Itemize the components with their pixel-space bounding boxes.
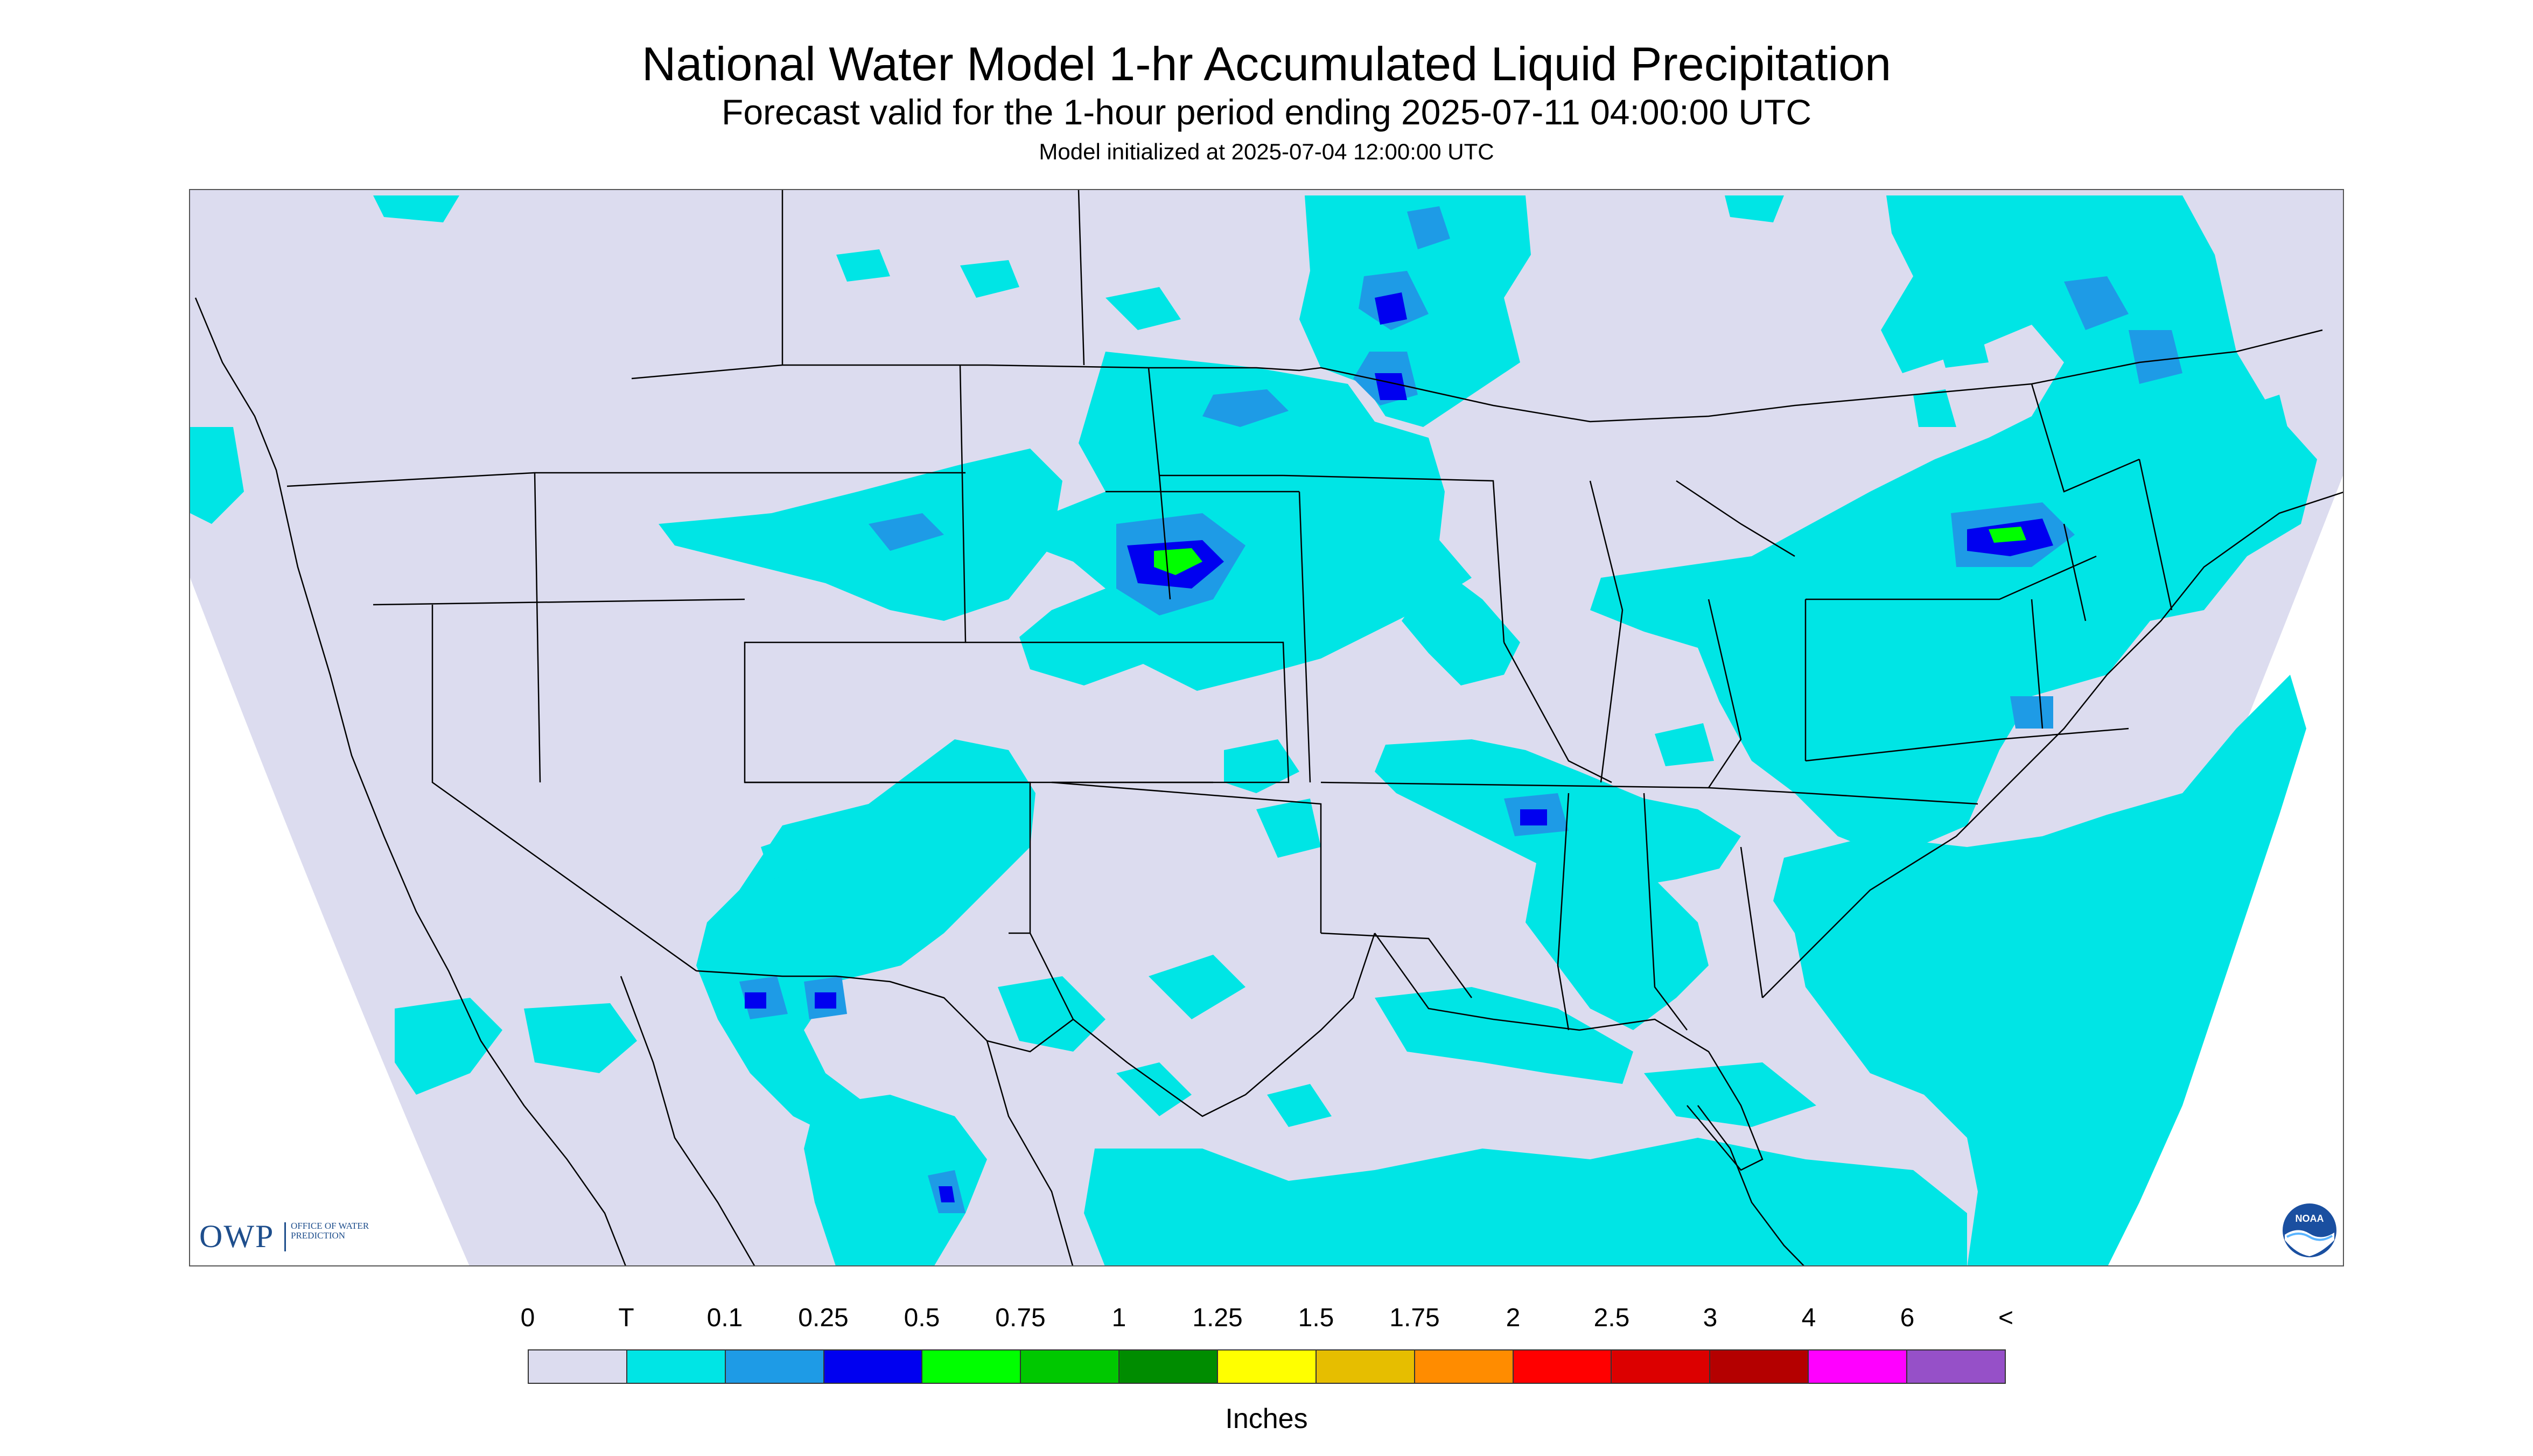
owp-logo-subtext: OFFICE OF WATER PREDICTION: [291, 1221, 369, 1241]
legend-tick-label: 2.5: [1593, 1304, 1630, 1332]
legend-tick-label: 0.5: [904, 1304, 940, 1332]
legend-tick-label: T: [618, 1304, 634, 1332]
legend-swatch: [1021, 1350, 1120, 1383]
noaa-logo-text: NOAA: [2296, 1213, 2324, 1224]
noaa-logo: NOAA: [2282, 1202, 2338, 1258]
legend-swatch: [1513, 1350, 1612, 1383]
map-subtitle: Forecast valid for the 1-hour period end…: [722, 92, 1811, 132]
legend-tick-label: 1: [1111, 1304, 1126, 1332]
outside-domain-east: [2021, 475, 2343, 1265]
legend-swatch: [824, 1350, 923, 1383]
legend-swatch: [922, 1350, 1021, 1383]
legend-tick-label: 0.75: [995, 1304, 1046, 1332]
legend-tick-label: <: [1998, 1304, 2014, 1332]
legend-swatch: [1612, 1350, 1711, 1383]
legend-swatch: [1809, 1350, 1908, 1383]
legend-swatch: [529, 1350, 627, 1383]
coastline: [194, 297, 1804, 1265]
owp-logo-text: OWP: [199, 1219, 275, 1254]
legend-units: Inches: [1225, 1403, 1308, 1434]
legend-swatch: [1119, 1350, 1219, 1383]
map-title: National Water Model 1-hr Accumulated Li…: [641, 37, 1892, 90]
legend-swatch: [1907, 1350, 2005, 1383]
legend-tick-label: 0.25: [798, 1304, 849, 1332]
precipitation-map: [189, 189, 2344, 1266]
outside-domain-west: [190, 578, 470, 1265]
legend-tick-label: 0: [520, 1304, 535, 1332]
legend-swatch: [1710, 1350, 1809, 1383]
legend-tick-label: 1.5: [1298, 1304, 1334, 1332]
owp-logo-divider: [284, 1222, 286, 1251]
legend-tick-label: 3: [1703, 1304, 1718, 1332]
legend-tick-label: 2: [1506, 1304, 1521, 1332]
legend-tick-label: 0.1: [706, 1304, 743, 1332]
legend-tick-label: 6: [1900, 1304, 1915, 1332]
model-init-label: Model initialized at 2025-07-04 12:00:00…: [1039, 139, 1494, 164]
legend-swatch: [1218, 1350, 1317, 1383]
legend-tick-label: 1.25: [1192, 1304, 1243, 1332]
legend-tick-label: 4: [1801, 1304, 1816, 1332]
legend-swatch: [725, 1350, 824, 1383]
legend-swatch: [627, 1350, 726, 1383]
legend-colorbar: [528, 1349, 2006, 1384]
legend-tick-label: 1.75: [1389, 1304, 1440, 1332]
state-boundaries: [286, 190, 2343, 1265]
legend-swatch: [1316, 1350, 1415, 1383]
legend: 0 T 0.1 0.25 0.5 0.75 1 1.25 1.5 1.75 2 2.5 3 4 6 <: [521, 1292, 2013, 1416]
legend-swatch: [1415, 1350, 1514, 1383]
